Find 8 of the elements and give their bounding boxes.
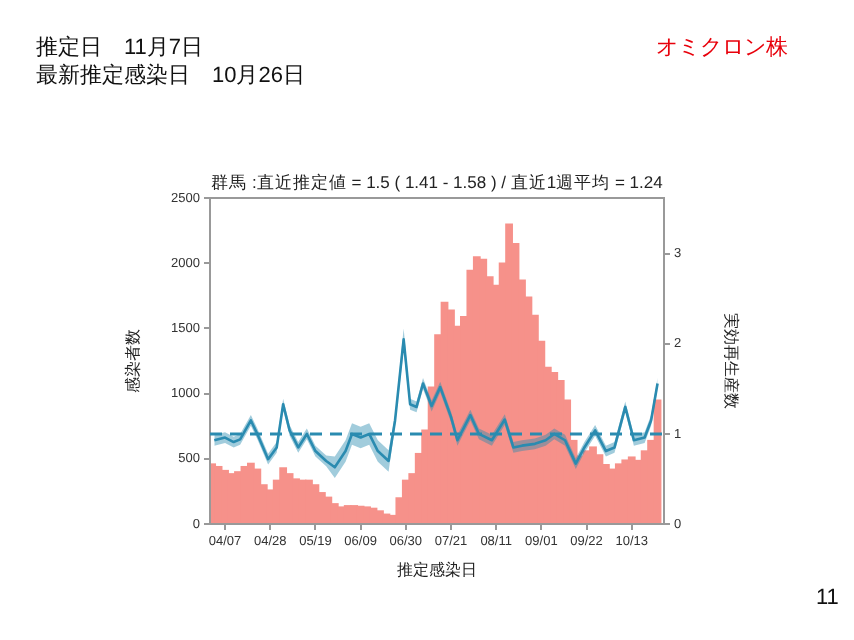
y2-axis-title: 実効再生産数 xyxy=(721,313,740,409)
chart-title: 群馬 :直近推定値 = 1.5 ( 1.41 - 1.58 ) / 直近1週平均 = 1.24 xyxy=(211,172,664,193)
y-axis-title: 感染者数 xyxy=(124,329,143,393)
x-axis-title: 推定感染日 xyxy=(397,560,477,579)
text: オミクロン株 xyxy=(656,36,788,62)
text: 11 xyxy=(816,586,839,612)
text: 最新推定感染日 10月26日 xyxy=(36,64,305,90)
text: 推定日 11月7日 xyxy=(36,36,204,62)
